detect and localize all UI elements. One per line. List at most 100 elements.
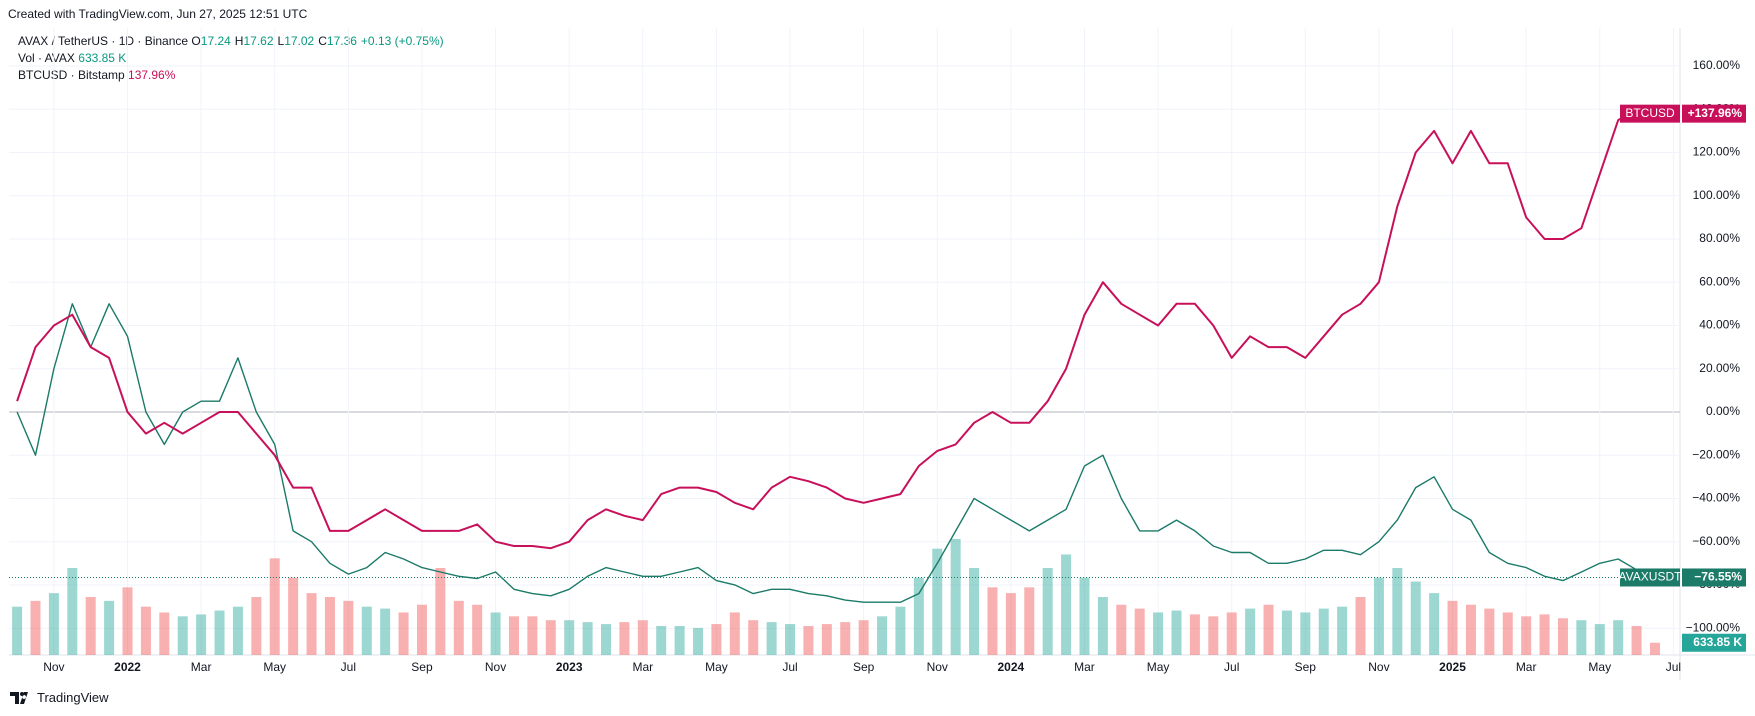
badge-box bbox=[1682, 568, 1746, 587]
volume-bar bbox=[48, 593, 59, 655]
volume-bar bbox=[600, 624, 611, 655]
y-tick-label: 100.00% bbox=[1693, 188, 1741, 202]
volume-bar bbox=[1465, 604, 1476, 655]
volume-bar bbox=[122, 587, 133, 655]
volume-bar bbox=[1097, 597, 1108, 655]
volume-bar bbox=[232, 606, 243, 655]
volume-bar bbox=[104, 600, 115, 655]
volume-bar bbox=[196, 614, 207, 655]
volume-bar bbox=[895, 606, 906, 655]
volume-bar bbox=[1649, 642, 1660, 655]
ohlc-value: 17.36 bbox=[326, 34, 357, 48]
volume-bar bbox=[564, 620, 575, 655]
volume-bar bbox=[85, 597, 96, 655]
legend-row: AVAX / TetherUS · 1D · Binance O17.24 H17… bbox=[18, 34, 448, 48]
volume-bar bbox=[214, 610, 225, 655]
volume-bar bbox=[637, 620, 648, 655]
ohlc-value: 17.24 bbox=[200, 34, 231, 48]
volume-bar bbox=[674, 626, 685, 655]
volume-bar bbox=[324, 597, 335, 655]
volume-bar bbox=[306, 593, 317, 655]
volume-bar bbox=[1337, 606, 1348, 655]
x-tick-label: Jul bbox=[782, 660, 797, 674]
volume-bar bbox=[177, 616, 188, 655]
volume-bar bbox=[361, 606, 372, 655]
y-tick-label: −100.00% bbox=[1686, 620, 1741, 634]
volume-bar bbox=[1447, 600, 1458, 655]
x-tick-label: 2025 bbox=[1439, 660, 1466, 674]
badge-box bbox=[1682, 104, 1746, 123]
volume-bar bbox=[1355, 597, 1366, 655]
ohlc-key: L bbox=[277, 34, 285, 48]
x-tick-label: Jul bbox=[1666, 660, 1681, 674]
x-tick-label: Sep bbox=[853, 660, 875, 674]
volume-bar bbox=[343, 600, 354, 655]
x-tick-label: Nov bbox=[927, 660, 948, 674]
volume-bar bbox=[1263, 604, 1274, 655]
ohlc-value: 17.02 bbox=[284, 34, 315, 48]
volume-bar bbox=[435, 568, 446, 655]
volume-bar bbox=[1153, 612, 1164, 655]
legend-row: BTCUSD · Bitstamp 137.96% bbox=[18, 68, 175, 82]
volume-bar bbox=[527, 616, 538, 655]
volume-bar bbox=[398, 612, 409, 655]
y-tick-label: 40.00% bbox=[1699, 318, 1740, 332]
volume-bar bbox=[416, 604, 427, 655]
volume-bar bbox=[1392, 568, 1403, 655]
compare-name: BTCUSD · Bitstamp bbox=[18, 68, 125, 82]
volume-bar bbox=[619, 622, 630, 655]
badge-box bbox=[1620, 104, 1680, 123]
ohlc-key: C bbox=[318, 34, 327, 48]
ohlc-value: 17.62 bbox=[243, 34, 274, 48]
volume-bar bbox=[30, 600, 41, 655]
ohlc-key: H bbox=[234, 34, 244, 48]
compare-value: 137.96% bbox=[128, 68, 176, 82]
x-tick-label: Mar bbox=[1074, 660, 1095, 674]
y-tick-label: −40.00% bbox=[1692, 491, 1740, 505]
volume-bar bbox=[693, 627, 704, 655]
x-tick-label: Mar bbox=[191, 660, 212, 674]
volume-bar bbox=[251, 597, 262, 655]
volume-bar bbox=[711, 624, 722, 655]
volume-bar bbox=[582, 622, 593, 655]
volume-bar bbox=[67, 568, 78, 655]
volume-bar bbox=[1410, 581, 1421, 655]
logo bbox=[10, 691, 28, 704]
x-tick-label: 2024 bbox=[998, 660, 1025, 674]
x-tick-label: 2022 bbox=[114, 660, 141, 674]
y-tick-label: 20.00% bbox=[1699, 361, 1740, 375]
y-tick-label: 0.00% bbox=[1706, 404, 1740, 418]
x-tick-label: May bbox=[263, 660, 286, 674]
x-tick-label: Nov bbox=[485, 660, 506, 674]
volume-bar bbox=[380, 608, 391, 655]
volume-bar bbox=[1005, 593, 1016, 655]
volume-bar bbox=[1613, 620, 1624, 655]
ohlc-key: O bbox=[191, 34, 201, 48]
volume-bar bbox=[821, 624, 832, 655]
volume-bar bbox=[1042, 568, 1053, 655]
series-line bbox=[16, 303, 1656, 603]
badge-name: BTCUSD bbox=[1625, 106, 1675, 120]
volume-bar bbox=[1502, 612, 1513, 655]
volume-bar bbox=[803, 626, 814, 655]
volume-bar bbox=[840, 622, 851, 655]
volume-bar bbox=[140, 606, 151, 655]
badge-box bbox=[1620, 568, 1680, 587]
volume-bar bbox=[453, 600, 464, 655]
badge-value: +137.96% bbox=[1688, 106, 1743, 120]
x-tick-label: Jul bbox=[1224, 660, 1239, 674]
y-tick-label: 60.00% bbox=[1699, 274, 1740, 288]
volume-bar bbox=[1208, 616, 1219, 655]
x-tick-label: Nov bbox=[43, 660, 64, 674]
volume-name: Vol · AVAX bbox=[18, 51, 75, 65]
volume-bar bbox=[490, 612, 501, 655]
volume-bar bbox=[1134, 608, 1145, 655]
volume-bar bbox=[1318, 608, 1329, 655]
volume-bar bbox=[1171, 610, 1182, 655]
volume-bar bbox=[1557, 618, 1568, 655]
volume-bar bbox=[656, 626, 667, 655]
volume-bar bbox=[748, 620, 759, 655]
y-tick-label: 160.00% bbox=[1693, 58, 1741, 72]
volume-bar bbox=[1594, 624, 1605, 655]
